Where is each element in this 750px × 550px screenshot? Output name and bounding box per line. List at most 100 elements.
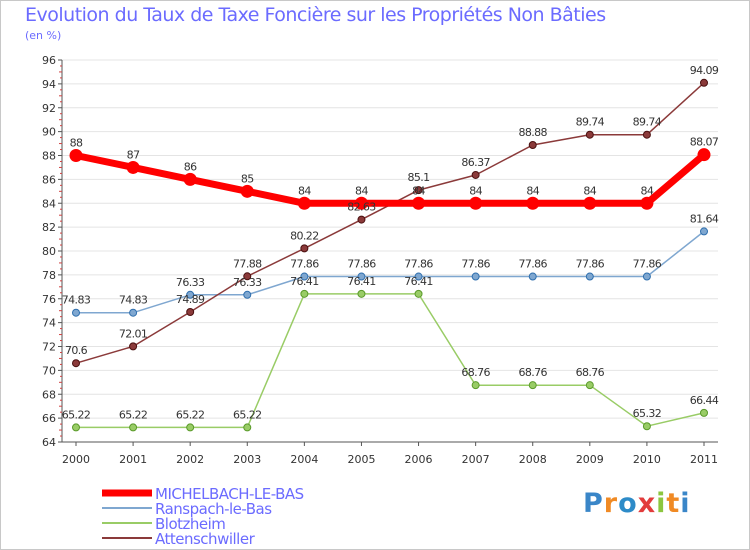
label-blotzheim-2006: 76.41 [404, 275, 433, 288]
label-blotzheim-2011: 66.44 [690, 394, 719, 407]
point-blotzheim-2008 [528, 381, 537, 390]
point-ranspach-le-bas-2000 [72, 308, 80, 317]
x-tick-2002: 2002 [176, 453, 204, 466]
label-attenschwiller-2006: 85.1 [407, 171, 429, 184]
logo-letter: i [680, 488, 691, 519]
point-attenschwiller-2000 [72, 359, 80, 368]
point-blotzheim-2002 [186, 423, 195, 432]
point-michelbach-le-bas-2000 [69, 149, 83, 162]
point-michelbach-le-bas-2010 [640, 196, 654, 210]
x-tick-2004: 2004 [290, 453, 318, 466]
x-tick-2011: 2011 [690, 453, 718, 466]
label-ranspach-le-bas-2006: 77.86 [404, 258, 433, 271]
label-attenschwiller-2010: 89.74 [633, 116, 662, 129]
point-michelbach-le-bas-2005 [354, 196, 368, 210]
point-ranspach-le-bas-2001 [129, 308, 138, 317]
point-attenschwiller-2001 [129, 342, 138, 351]
label-attenschwiller-2003: 77.88 [233, 257, 262, 270]
series-points [69, 78, 711, 432]
point-blotzheim-2007 [471, 381, 480, 390]
label-ranspach-le-bas-2011: 81.64 [690, 212, 719, 225]
point-michelbach-le-bas-2007 [469, 196, 483, 210]
label-blotzheim-2000: 65.22 [62, 408, 91, 421]
y-tick-76: 76 [42, 293, 56, 306]
y-tick-96: 96 [42, 54, 56, 67]
point-ranspach-le-bas-2006 [414, 272, 423, 281]
y-tick-labels: 64 66 68 70 72 74 76 78 80 82 84 86 88 90 92 94 96 [42, 54, 56, 449]
y-tick-66: 66 [42, 412, 56, 425]
y-tick-64: 64 [42, 436, 56, 449]
point-attenschwiller-2005 [357, 215, 366, 224]
label-blotzheim-2007: 68.76 [461, 366, 490, 379]
y-tick-80: 80 [42, 245, 56, 258]
series-lines [75, 82, 707, 429]
label-michelbach-le-bas-2005: 84 [355, 184, 368, 197]
chart-title: Evolution du Taux de Taxe Foncière sur l… [25, 4, 606, 26]
logo-letter: x [637, 488, 657, 519]
x-tick-2008: 2008 [519, 453, 547, 466]
label-attenschwiller-2008: 88.88 [518, 126, 547, 139]
x-tick-2001: 2001 [119, 453, 147, 466]
label-ranspach-le-bas-2010: 77.86 [633, 258, 662, 271]
y-tick-90: 90 [42, 126, 56, 139]
y-tick-74: 74 [42, 317, 56, 330]
label-blotzheim-2005: 76.41 [347, 275, 376, 288]
point-blotzheim-2009 [585, 381, 594, 390]
point-ranspach-le-bas-2010 [642, 272, 651, 281]
label-blotzheim-2002: 65.22 [176, 408, 205, 421]
label-attenschwiller-2004: 80.22 [290, 229, 319, 242]
y-tick-86: 86 [42, 173, 56, 186]
point-attenschwiller-2006 [414, 186, 423, 195]
label-ranspach-le-bas-2007: 77.86 [461, 258, 490, 271]
point-blotzheim-2000 [72, 423, 80, 432]
label-blotzheim-2008: 68.76 [518, 366, 547, 379]
y-tick-72: 72 [42, 341, 56, 354]
point-attenschwiller-2007 [471, 170, 480, 179]
label-blotzheim-2009: 68.76 [576, 366, 605, 379]
label-blotzheim-2010: 65.32 [633, 407, 662, 420]
point-ranspach-le-bas-2008 [528, 272, 537, 281]
label-michelbach-le-bas-2002: 86 [184, 160, 197, 173]
label-michelbach-le-bas-2007: 84 [469, 184, 482, 197]
logo-letter: r [603, 488, 619, 519]
point-blotzheim-2006 [414, 289, 423, 298]
x-tick-2010: 2010 [633, 453, 661, 466]
label-attenschwiller-2005: 82.63 [347, 201, 376, 214]
logo-letter: P [583, 488, 604, 519]
label-michelbach-le-bas-2009: 84 [583, 184, 596, 197]
point-michelbach-le-bas-2003 [240, 184, 254, 198]
label-ranspach-le-bas-2009: 77.86 [576, 258, 605, 271]
y-tick-68: 68 [42, 388, 56, 401]
point-ranspach-le-bas-2003 [243, 290, 252, 299]
y-tick-84: 84 [42, 197, 56, 210]
point-blotzheim-2003 [243, 423, 252, 432]
point-michelbach-le-bas-2011 [697, 148, 711, 162]
label-michelbach-le-bas-2004: 84 [298, 184, 311, 197]
x-tick-labels: 2000 2001 2002 2003 2004 2005 2006 2007 2008 2009… [62, 453, 718, 466]
series-line-blotzheim [76, 293, 705, 429]
point-michelbach-le-bas-2002 [183, 172, 197, 186]
x-tick-2005: 2005 [347, 453, 375, 466]
logo-letter: t [666, 488, 681, 519]
label-ranspach-le-bas-2005: 77.86 [347, 258, 376, 271]
label-michelbach-le-bas-2006: 84 [412, 184, 425, 197]
point-attenschwiller-2009 [585, 130, 594, 139]
point-blotzheim-2004 [300, 289, 309, 298]
label-blotzheim-2003: 65.22 [233, 408, 262, 421]
legend-label-blotzheim: Blotzheim [155, 515, 225, 533]
x-tick-2007: 2007 [462, 453, 490, 466]
label-attenschwiller-2009: 89.74 [576, 116, 605, 129]
y-tick-92: 92 [42, 102, 56, 115]
point-attenschwiller-2011 [700, 78, 708, 87]
unit-label: (en %) [25, 29, 62, 42]
point-michelbach-le-bas-2001 [126, 160, 140, 174]
x-tick-2003: 2003 [233, 453, 261, 466]
point-ranspach-le-bas-2002 [186, 290, 195, 299]
point-attenschwiller-2002 [186, 308, 195, 317]
label-attenschwiller-2000: 70.6 [65, 344, 88, 357]
legend-label-ranspach-le-bas: Ranspach-le-Bas [155, 500, 272, 518]
point-michelbach-le-bas-2008 [526, 196, 540, 210]
point-ranspach-le-bas-2009 [585, 272, 594, 281]
label-attenschwiller-2001: 72.01 [119, 327, 148, 340]
